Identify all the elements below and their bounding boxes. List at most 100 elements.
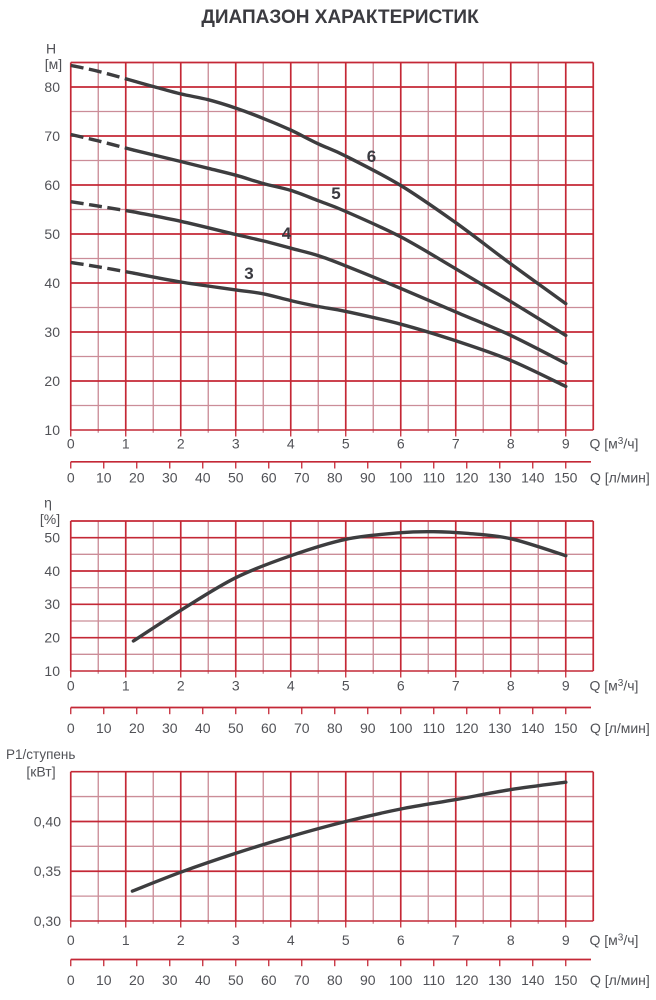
svg-text:4: 4 (282, 224, 292, 243)
svg-text:6: 6 (397, 932, 405, 948)
svg-text:3: 3 (232, 932, 240, 948)
svg-text:100: 100 (389, 720, 413, 736)
svg-text:60: 60 (261, 470, 277, 486)
svg-text:Q [л/мин]: Q [л/мин] (590, 470, 650, 486)
svg-text:130: 130 (488, 972, 512, 988)
svg-text:5: 5 (342, 932, 350, 948)
svg-text:20: 20 (129, 720, 145, 736)
svg-text:2: 2 (177, 932, 185, 948)
svg-text:30: 30 (162, 470, 178, 486)
svg-text:10: 10 (96, 720, 112, 736)
svg-text:1: 1 (122, 932, 130, 948)
svg-text:60: 60 (261, 720, 277, 736)
svg-text:0: 0 (67, 435, 75, 451)
svg-text:80: 80 (44, 79, 60, 95)
svg-text:0: 0 (67, 470, 75, 486)
svg-text:7: 7 (452, 435, 460, 451)
svg-text:20: 20 (44, 373, 60, 389)
svg-text:H: H (46, 41, 56, 57)
svg-text:70: 70 (44, 128, 60, 144)
svg-text:2: 2 (177, 678, 185, 694)
svg-text:P1/ступень: P1/ступень (6, 747, 75, 762)
svg-text:[%]: [%] (40, 511, 60, 527)
svg-text:150: 150 (554, 972, 578, 988)
svg-text:100: 100 (389, 972, 413, 988)
svg-text:Q [м3/ч]: Q [м3/ч] (590, 678, 639, 694)
svg-text:80: 80 (327, 470, 343, 486)
svg-text:6: 6 (397, 678, 405, 694)
svg-text:9: 9 (562, 678, 570, 694)
svg-text:2: 2 (177, 435, 185, 451)
svg-text:100: 100 (389, 470, 413, 486)
svg-text:110: 110 (423, 470, 446, 486)
svg-text:0,35: 0,35 (34, 863, 61, 879)
svg-text:9: 9 (562, 932, 570, 948)
svg-text:0: 0 (67, 720, 75, 736)
svg-text:20: 20 (129, 972, 145, 988)
svg-text:4: 4 (287, 932, 295, 948)
svg-text:η: η (44, 495, 52, 511)
svg-text:3: 3 (232, 435, 240, 451)
svg-text:10: 10 (96, 470, 112, 486)
svg-text:30: 30 (44, 596, 60, 612)
svg-text:10: 10 (44, 422, 60, 438)
svg-text:20: 20 (129, 470, 145, 486)
svg-text:5: 5 (331, 184, 340, 203)
svg-text:6: 6 (367, 147, 376, 166)
svg-text:9: 9 (562, 435, 570, 451)
svg-text:50: 50 (44, 226, 60, 242)
svg-text:Q [м3/ч]: Q [м3/ч] (590, 932, 639, 948)
svg-text:150: 150 (554, 470, 578, 486)
svg-text:110: 110 (423, 720, 446, 736)
svg-text:40: 40 (44, 275, 60, 291)
svg-text:10: 10 (44, 663, 60, 679)
svg-text:40: 40 (195, 470, 211, 486)
svg-text:90: 90 (360, 720, 376, 736)
svg-text:50: 50 (228, 972, 244, 988)
svg-text:Q [м3/ч]: Q [м3/ч] (590, 435, 639, 451)
svg-text:0: 0 (67, 972, 75, 988)
svg-text:130: 130 (488, 470, 512, 486)
svg-text:[м]: [м] (45, 56, 62, 72)
svg-text:110: 110 (423, 972, 446, 988)
svg-text:30: 30 (44, 324, 60, 340)
svg-text:120: 120 (455, 720, 479, 736)
svg-text:5: 5 (342, 435, 350, 451)
svg-text:30: 30 (162, 720, 178, 736)
svg-text:8: 8 (507, 678, 515, 694)
svg-text:1: 1 (122, 435, 130, 451)
svg-text:0: 0 (67, 678, 75, 694)
svg-text:7: 7 (452, 932, 460, 948)
svg-text:80: 80 (327, 972, 343, 988)
svg-text:140: 140 (521, 720, 545, 736)
svg-text:0,40: 0,40 (34, 813, 61, 829)
svg-text:40: 40 (195, 972, 211, 988)
svg-text:40: 40 (44, 563, 60, 579)
svg-text:130: 130 (488, 720, 512, 736)
svg-text:1: 1 (122, 678, 130, 694)
svg-text:70: 70 (294, 972, 310, 988)
svg-text:Q [л/мин]: Q [л/мин] (590, 972, 650, 988)
svg-text:120: 120 (455, 972, 479, 988)
svg-text:70: 70 (294, 470, 310, 486)
svg-text:4: 4 (287, 678, 295, 694)
svg-text:Q [л/мин]: Q [л/мин] (590, 720, 650, 736)
svg-text:[кВт]: [кВт] (26, 764, 55, 780)
svg-text:90: 90 (360, 470, 376, 486)
svg-text:150: 150 (554, 720, 578, 736)
svg-text:70: 70 (294, 720, 310, 736)
svg-text:3: 3 (232, 678, 240, 694)
svg-text:50: 50 (44, 530, 60, 546)
svg-text:30: 30 (162, 972, 178, 988)
svg-text:50: 50 (228, 470, 244, 486)
svg-text:50: 50 (228, 720, 244, 736)
svg-text:140: 140 (521, 470, 545, 486)
svg-text:8: 8 (507, 435, 515, 451)
svg-text:0: 0 (67, 932, 75, 948)
svg-text:7: 7 (452, 678, 460, 694)
svg-text:4: 4 (287, 435, 295, 451)
svg-text:90: 90 (360, 972, 376, 988)
svg-text:60: 60 (261, 972, 277, 988)
svg-text:40: 40 (195, 720, 211, 736)
svg-text:20: 20 (44, 630, 60, 646)
